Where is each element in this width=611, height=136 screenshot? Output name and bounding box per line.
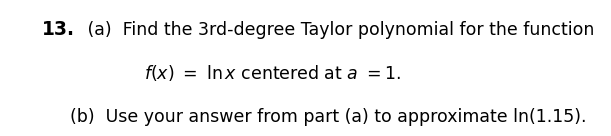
Text: (b)  Use your answer from part (a) to approximate ln(1.15).: (b) Use your answer from part (a) to app… (70, 108, 587, 126)
Text: (a)  Find the 3rd-degree Taylor polynomial for the function: (a) Find the 3rd-degree Taylor polynomia… (82, 21, 595, 39)
Text: $f(x)$ $=$ $\mathrm{ln}\,x$ centered at $a$ $= 1.$: $f(x)$ $=$ $\mathrm{ln}\,x$ centered at … (144, 63, 401, 84)
Text: 13.: 13. (42, 20, 75, 39)
